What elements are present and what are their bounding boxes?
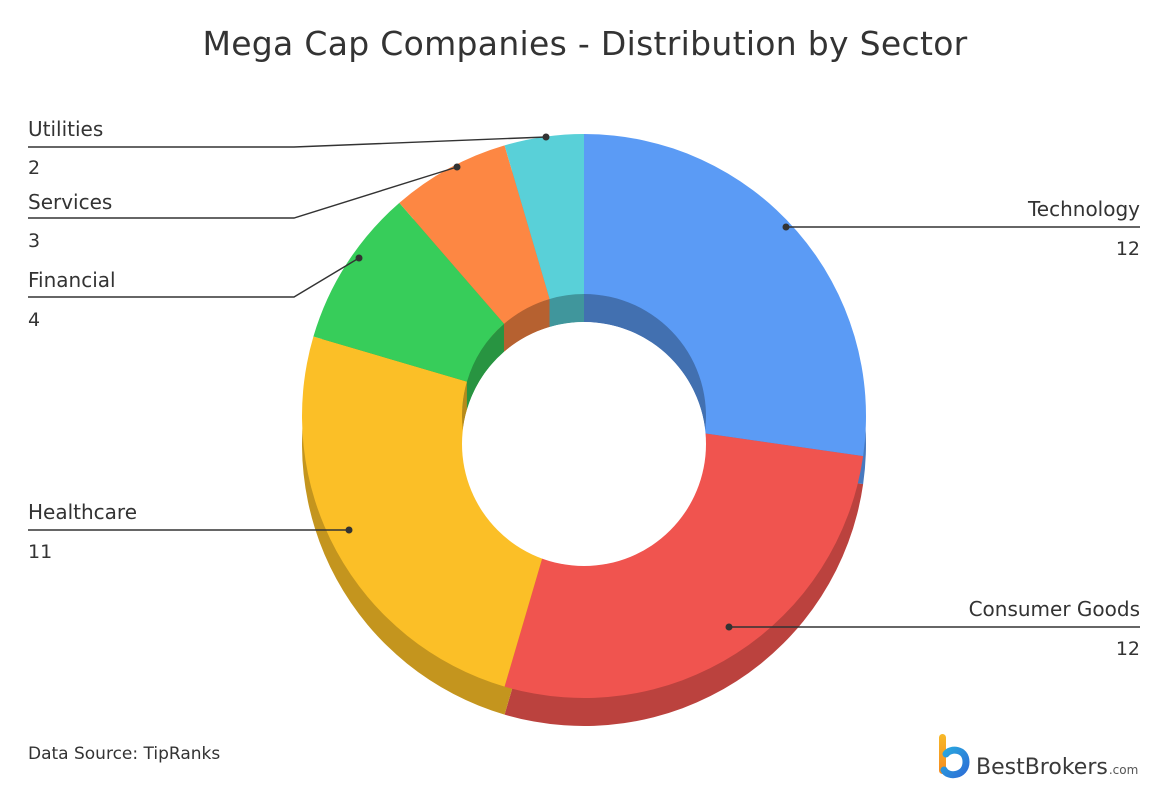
leader-dot-technology — [782, 223, 790, 231]
slice-technology — [584, 134, 866, 457]
slice-healthcare — [301, 336, 550, 687]
inner-wall-financial — [466, 323, 505, 410]
leader-lines — [28, 133, 1140, 631]
slice-consumer-goods — [504, 433, 864, 699]
leader-dot-financial — [355, 254, 363, 262]
label-services: Services — [28, 190, 113, 214]
data-source: Data Source: TipRanks — [28, 744, 221, 764]
leader-dot-services — [453, 163, 461, 171]
inner-wall-services — [504, 298, 550, 352]
slice-utilities — [504, 134, 584, 299]
leader-dot-consumer-goods — [725, 623, 733, 631]
brand-name: BestBrokers — [976, 755, 1108, 780]
inner-wall-utilities — [549, 294, 584, 327]
value-consumer-goods: 12 — [1115, 638, 1140, 660]
label-utilities: Utilities — [28, 117, 104, 141]
label-financial: Financial — [28, 268, 116, 292]
inner-wall-technology — [584, 294, 707, 462]
donut-hole — [462, 322, 706, 566]
donut-top — [301, 134, 866, 699]
brand-domain: .com — [1108, 763, 1139, 777]
leader-line-utilities — [28, 136, 547, 148]
label-technology: Technology — [1027, 197, 1140, 221]
chart-title: Mega Cap Companies - Distribution by Sec… — [202, 24, 968, 63]
label-healthcare: Healthcare — [28, 500, 138, 524]
leader-line-financial — [28, 257, 360, 298]
leader-dot-healthcare — [345, 526, 353, 534]
brand-logo: BestBrokers .com — [936, 732, 1138, 780]
value-healthcare: 11 — [28, 541, 53, 563]
bestbrokers-logo-icon — [939, 734, 970, 779]
label-consumer-goods: Consumer Goods — [968, 597, 1140, 621]
value-services: 3 — [28, 230, 41, 252]
slice-services — [399, 145, 550, 324]
value-utilities: 2 — [28, 157, 41, 179]
leader-dot-utilities — [542, 133, 550, 141]
leader-line-services — [28, 166, 458, 219]
value-technology: 12 — [1115, 238, 1140, 260]
value-financial: 4 — [28, 309, 41, 331]
slice-financial — [313, 202, 505, 382]
